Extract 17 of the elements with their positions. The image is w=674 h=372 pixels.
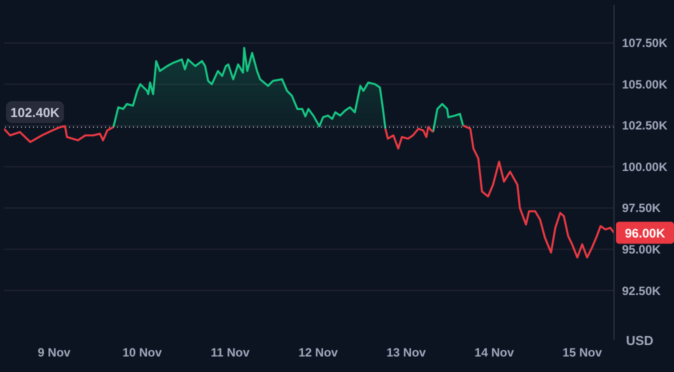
annotation: 96.00K <box>624 226 666 241</box>
x-tick-label: 14 Nov <box>474 346 514 360</box>
ref-line-label: 102.40K <box>10 105 60 120</box>
x-tick-label: 10 Nov <box>122 346 162 360</box>
y-tick-label: 95.00K <box>622 242 662 256</box>
y-tick-label: 92.50K <box>622 284 662 298</box>
x-tick-label: 13 Nov <box>386 346 426 360</box>
y-tick-label: 97.50K <box>622 201 662 216</box>
x-tick-label: 11 Nov <box>210 346 250 360</box>
x-tick-label: 12 Nov <box>298 346 338 360</box>
x-tick-label: 15 Nov <box>562 346 602 360</box>
y-tick-label: 100.00K <box>622 160 668 174</box>
y-axis-title: USD <box>626 333 654 348</box>
y-tick-label: 102.50K <box>622 118 668 133</box>
y-tick-label: 107.50K <box>622 36 668 50</box>
x-tick-label: 9 Nov <box>38 346 71 360</box>
y-tick-label: 105.00K <box>622 77 668 92</box>
